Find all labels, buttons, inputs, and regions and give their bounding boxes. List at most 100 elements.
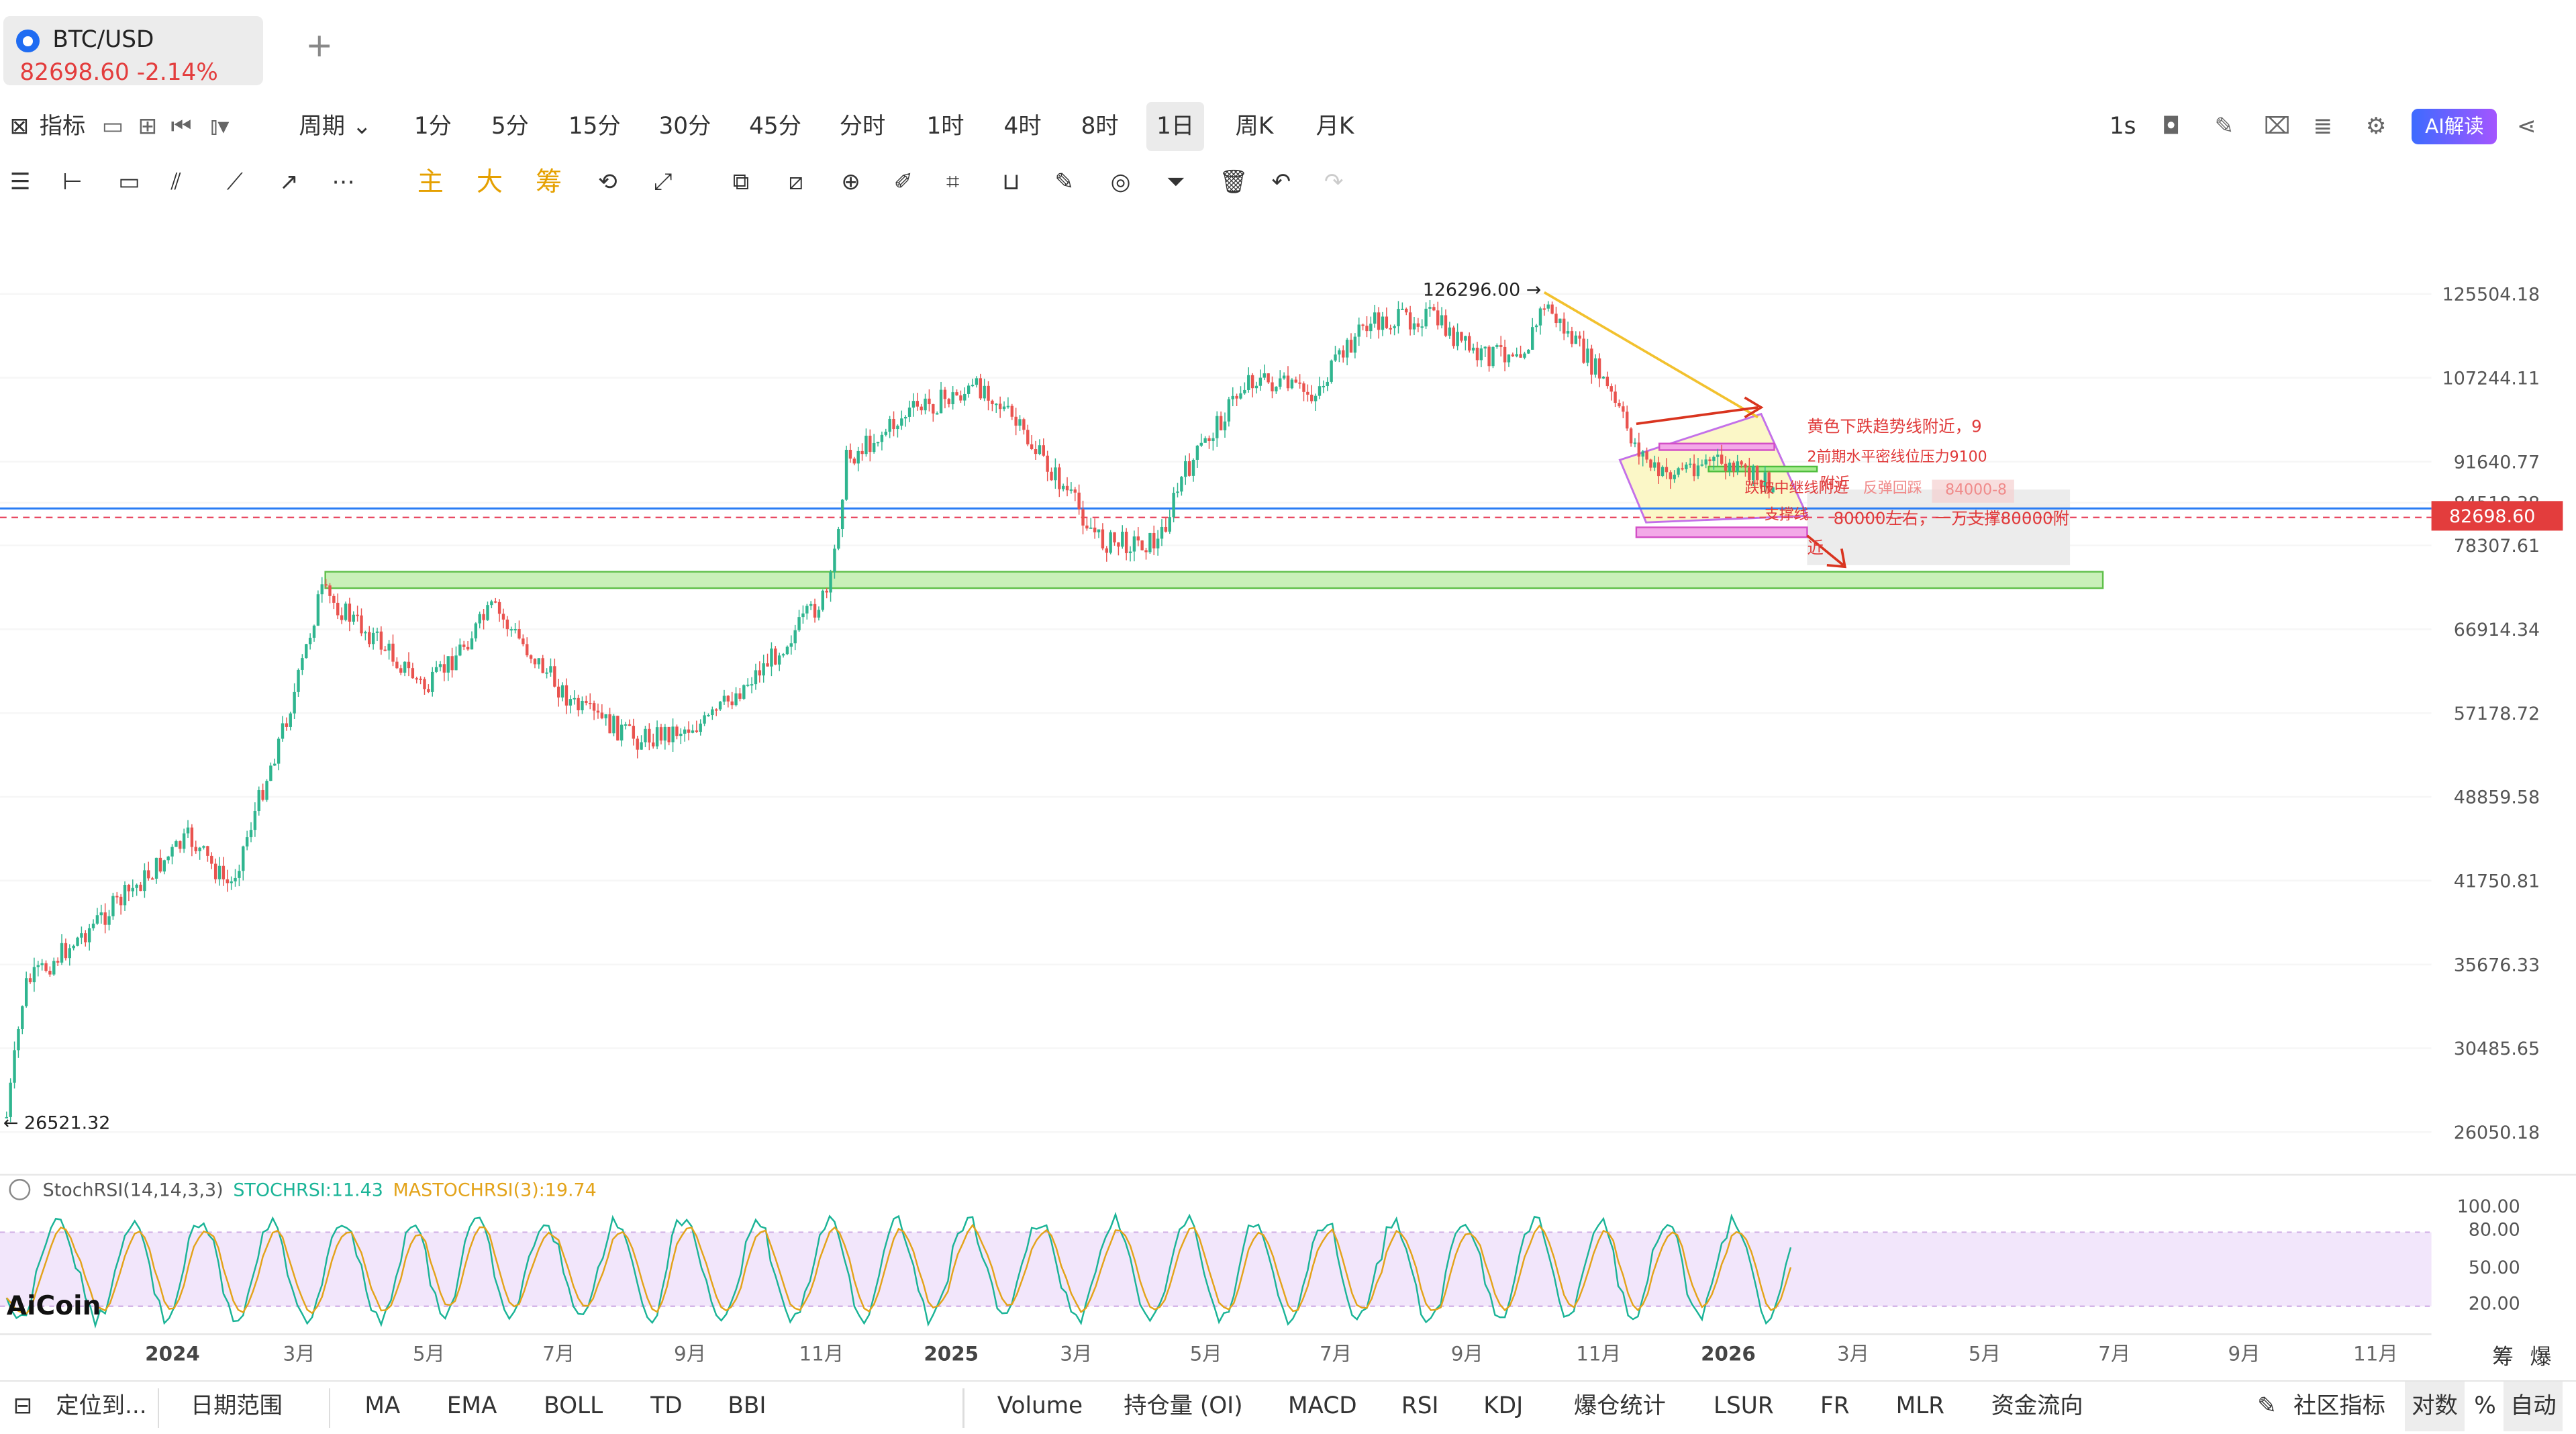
tf-4h[interactable]: 4时	[1003, 112, 1042, 140]
annotation-8: 80000左右，一万支撑80000附	[1834, 509, 2069, 528]
rectangle-icon[interactable]: ▭	[118, 168, 140, 195]
date-range-button[interactable]: 日期范围	[190, 1392, 283, 1420]
ind-bbi[interactable]: BBI	[728, 1392, 766, 1420]
redo-icon[interactable]: ↷	[1324, 168, 1344, 195]
pink-support-zone[interactable]	[1635, 526, 1808, 538]
trend-line-icon[interactable]: ⟋	[226, 168, 243, 195]
community-indicators-button[interactable]: 社区指标	[2293, 1392, 2385, 1420]
camera-icon[interactable]: ◘	[2162, 112, 2181, 140]
ind-td[interactable]: TD	[650, 1392, 683, 1420]
chips-corner-label[interactable]: 筹	[2492, 1344, 2514, 1370]
candle	[703, 715, 706, 724]
main-force-button[interactable]: 主	[417, 166, 444, 197]
tf-5m[interactable]: 5分	[491, 112, 529, 140]
sub-volume[interactable]: Volume	[997, 1392, 1083, 1420]
symbol-tab[interactable]: BTC/USD 82698.60 -2.14%	[3, 16, 263, 86]
candle	[1665, 467, 1669, 473]
ruler-icon[interactable]: ⧄	[788, 168, 803, 195]
yellow-trendline[interactable]	[1543, 291, 1758, 419]
replay-icon[interactable]: ⏮	[170, 112, 192, 140]
eye-icon[interactable]: ◎	[1110, 168, 1131, 195]
ai-interpret-button[interactable]: AI解读	[2412, 108, 2497, 145]
log-scale-button[interactable]: 对数	[2405, 1382, 2465, 1431]
mid-zone[interactable]	[1707, 465, 1818, 473]
tf-timeline[interactable]: 分时	[839, 112, 886, 140]
list-icon[interactable]: ≣	[2313, 112, 2333, 140]
alert-icon[interactable]: ⌗	[946, 168, 960, 195]
percent-scale-button[interactable]: %	[2474, 1392, 2496, 1420]
candle	[833, 548, 836, 573]
menu-icon[interactable]: ☰	[9, 168, 31, 195]
candle	[1582, 338, 1585, 363]
candle	[72, 946, 75, 949]
measure-icon[interactable]: ⤢	[654, 168, 673, 195]
candle	[1302, 383, 1305, 393]
candle	[158, 858, 162, 872]
magnet-icon[interactable]: ✐	[893, 168, 913, 195]
price-chart[interactable]: 黄色下跌趋势线附近，9 2前期水平密线位压力9100 跌破中继线附近 附近 反弹…	[0, 213, 2576, 1433]
tf-30m[interactable]: 30分	[658, 112, 711, 140]
red-down-arrow[interactable]	[1806, 534, 1844, 567]
tf-1h[interactable]: 1时	[926, 112, 964, 140]
add-tab-button[interactable]: +	[305, 26, 334, 65]
parallel-line-icon[interactable]: ⫽	[170, 168, 181, 195]
sub-rsi[interactable]: RSI	[1401, 1392, 1439, 1420]
candle	[1271, 382, 1274, 392]
tf-month[interactable]: 月K	[1316, 112, 1354, 140]
ray-icon[interactable]: ↗	[279, 168, 299, 195]
layout-icon[interactable]: ▭	[101, 112, 124, 140]
tf-15m[interactable]: 15分	[568, 112, 621, 140]
share-icon[interactable]: ⋖	[2516, 112, 2536, 140]
tf-1d[interactable]: 1日	[1146, 101, 1204, 152]
ind-ma[interactable]: MA	[364, 1392, 401, 1420]
sub-fund-flow[interactable]: 资金流向	[1991, 1392, 2083, 1420]
lock-icon[interactable]: ⊔	[1002, 168, 1020, 195]
auto-draw-icon[interactable]: ⟲	[597, 168, 617, 195]
sub-lsur[interactable]: LSUR	[1713, 1392, 1774, 1420]
sub-liquidation[interactable]: 爆仓统计	[1573, 1392, 1666, 1420]
locate-button[interactable]: 定位到...	[56, 1392, 147, 1420]
chips-button[interactable]: 筹	[535, 166, 562, 197]
ind-ema[interactable]: EMA	[446, 1392, 497, 1420]
undo-icon[interactable]: ↶	[1271, 168, 1291, 195]
more-icon[interactable]: ⋯	[332, 168, 355, 195]
indicators-button[interactable]: 指标	[39, 112, 86, 140]
liquidation-corner-label[interactable]: 爆	[2530, 1344, 2551, 1370]
support-zone[interactable]	[324, 571, 2104, 589]
candle-type-icon[interactable]: ⫾▾	[210, 112, 230, 140]
price-axis[interactable]	[2431, 213, 2576, 1433]
trash-icon[interactable]: 🗑	[1219, 168, 1248, 195]
tf-1m[interactable]: 1分	[413, 112, 452, 140]
ind-boll[interactable]: BOLL	[544, 1392, 603, 1420]
drawing-toolbar: ☰ ⊢ ▭ ⫽ ⟋ ↗ ⋯ 主 大 筹 ⟲ ⤢ ⧉ ⧄ ⊕ ✐ ⌗ ⊔ ✎ ◎ …	[0, 158, 2576, 207]
candle	[226, 879, 229, 883]
sub-kdj[interactable]: KDJ	[1483, 1392, 1524, 1420]
time-axis[interactable]: 2024 3月 5月 7月 9月 11月 2025 3月 5月 7月 9月 11月 2026 3月 5月 7月…	[145, 1343, 2398, 1366]
tf-8h[interactable]: 8时	[1081, 112, 1119, 140]
red-arrow-line[interactable]	[1636, 406, 1758, 426]
zoom-icon[interactable]: ⊕	[841, 168, 860, 195]
collapse-icon[interactable]	[9, 1179, 31, 1201]
period-dropdown[interactable]: 周期 ⌄	[299, 112, 372, 140]
sub-macd[interactable]: MACD	[1288, 1392, 1357, 1420]
big-order-button[interactable]: 大	[476, 166, 503, 197]
horizontal-line-icon[interactable]: ⊢	[62, 168, 83, 195]
resistance-zone[interactable]	[1658, 442, 1775, 451]
candle	[777, 655, 781, 665]
edit-icon[interactable]: ✎	[1054, 168, 1075, 195]
grid-icon[interactable]: ⊞	[138, 112, 158, 140]
copy-icon[interactable]: ⧉	[732, 168, 750, 195]
sub-fr[interactable]: FR	[1820, 1392, 1850, 1420]
sub-oi[interactable]: 持仓量 (OI)	[1124, 1392, 1243, 1420]
settings-icon[interactable]: ⚙	[2365, 112, 2387, 140]
tf-week[interactable]: 周K	[1235, 112, 1274, 140]
auto-scale-button[interactable]: 自动	[2504, 1382, 2563, 1431]
layout-switch-icon[interactable]: ⌧	[2263, 112, 2291, 140]
filter-icon[interactable]: ⏷	[1166, 168, 1185, 195]
interval-label[interactable]: 1s	[2109, 112, 2136, 140]
tf-45m[interactable]: 45分	[749, 112, 801, 140]
candle	[628, 724, 632, 726]
candle	[1243, 390, 1246, 394]
pen-icon[interactable]: ✎	[2214, 112, 2234, 140]
sub-mlr[interactable]: MLR	[1895, 1392, 1945, 1420]
